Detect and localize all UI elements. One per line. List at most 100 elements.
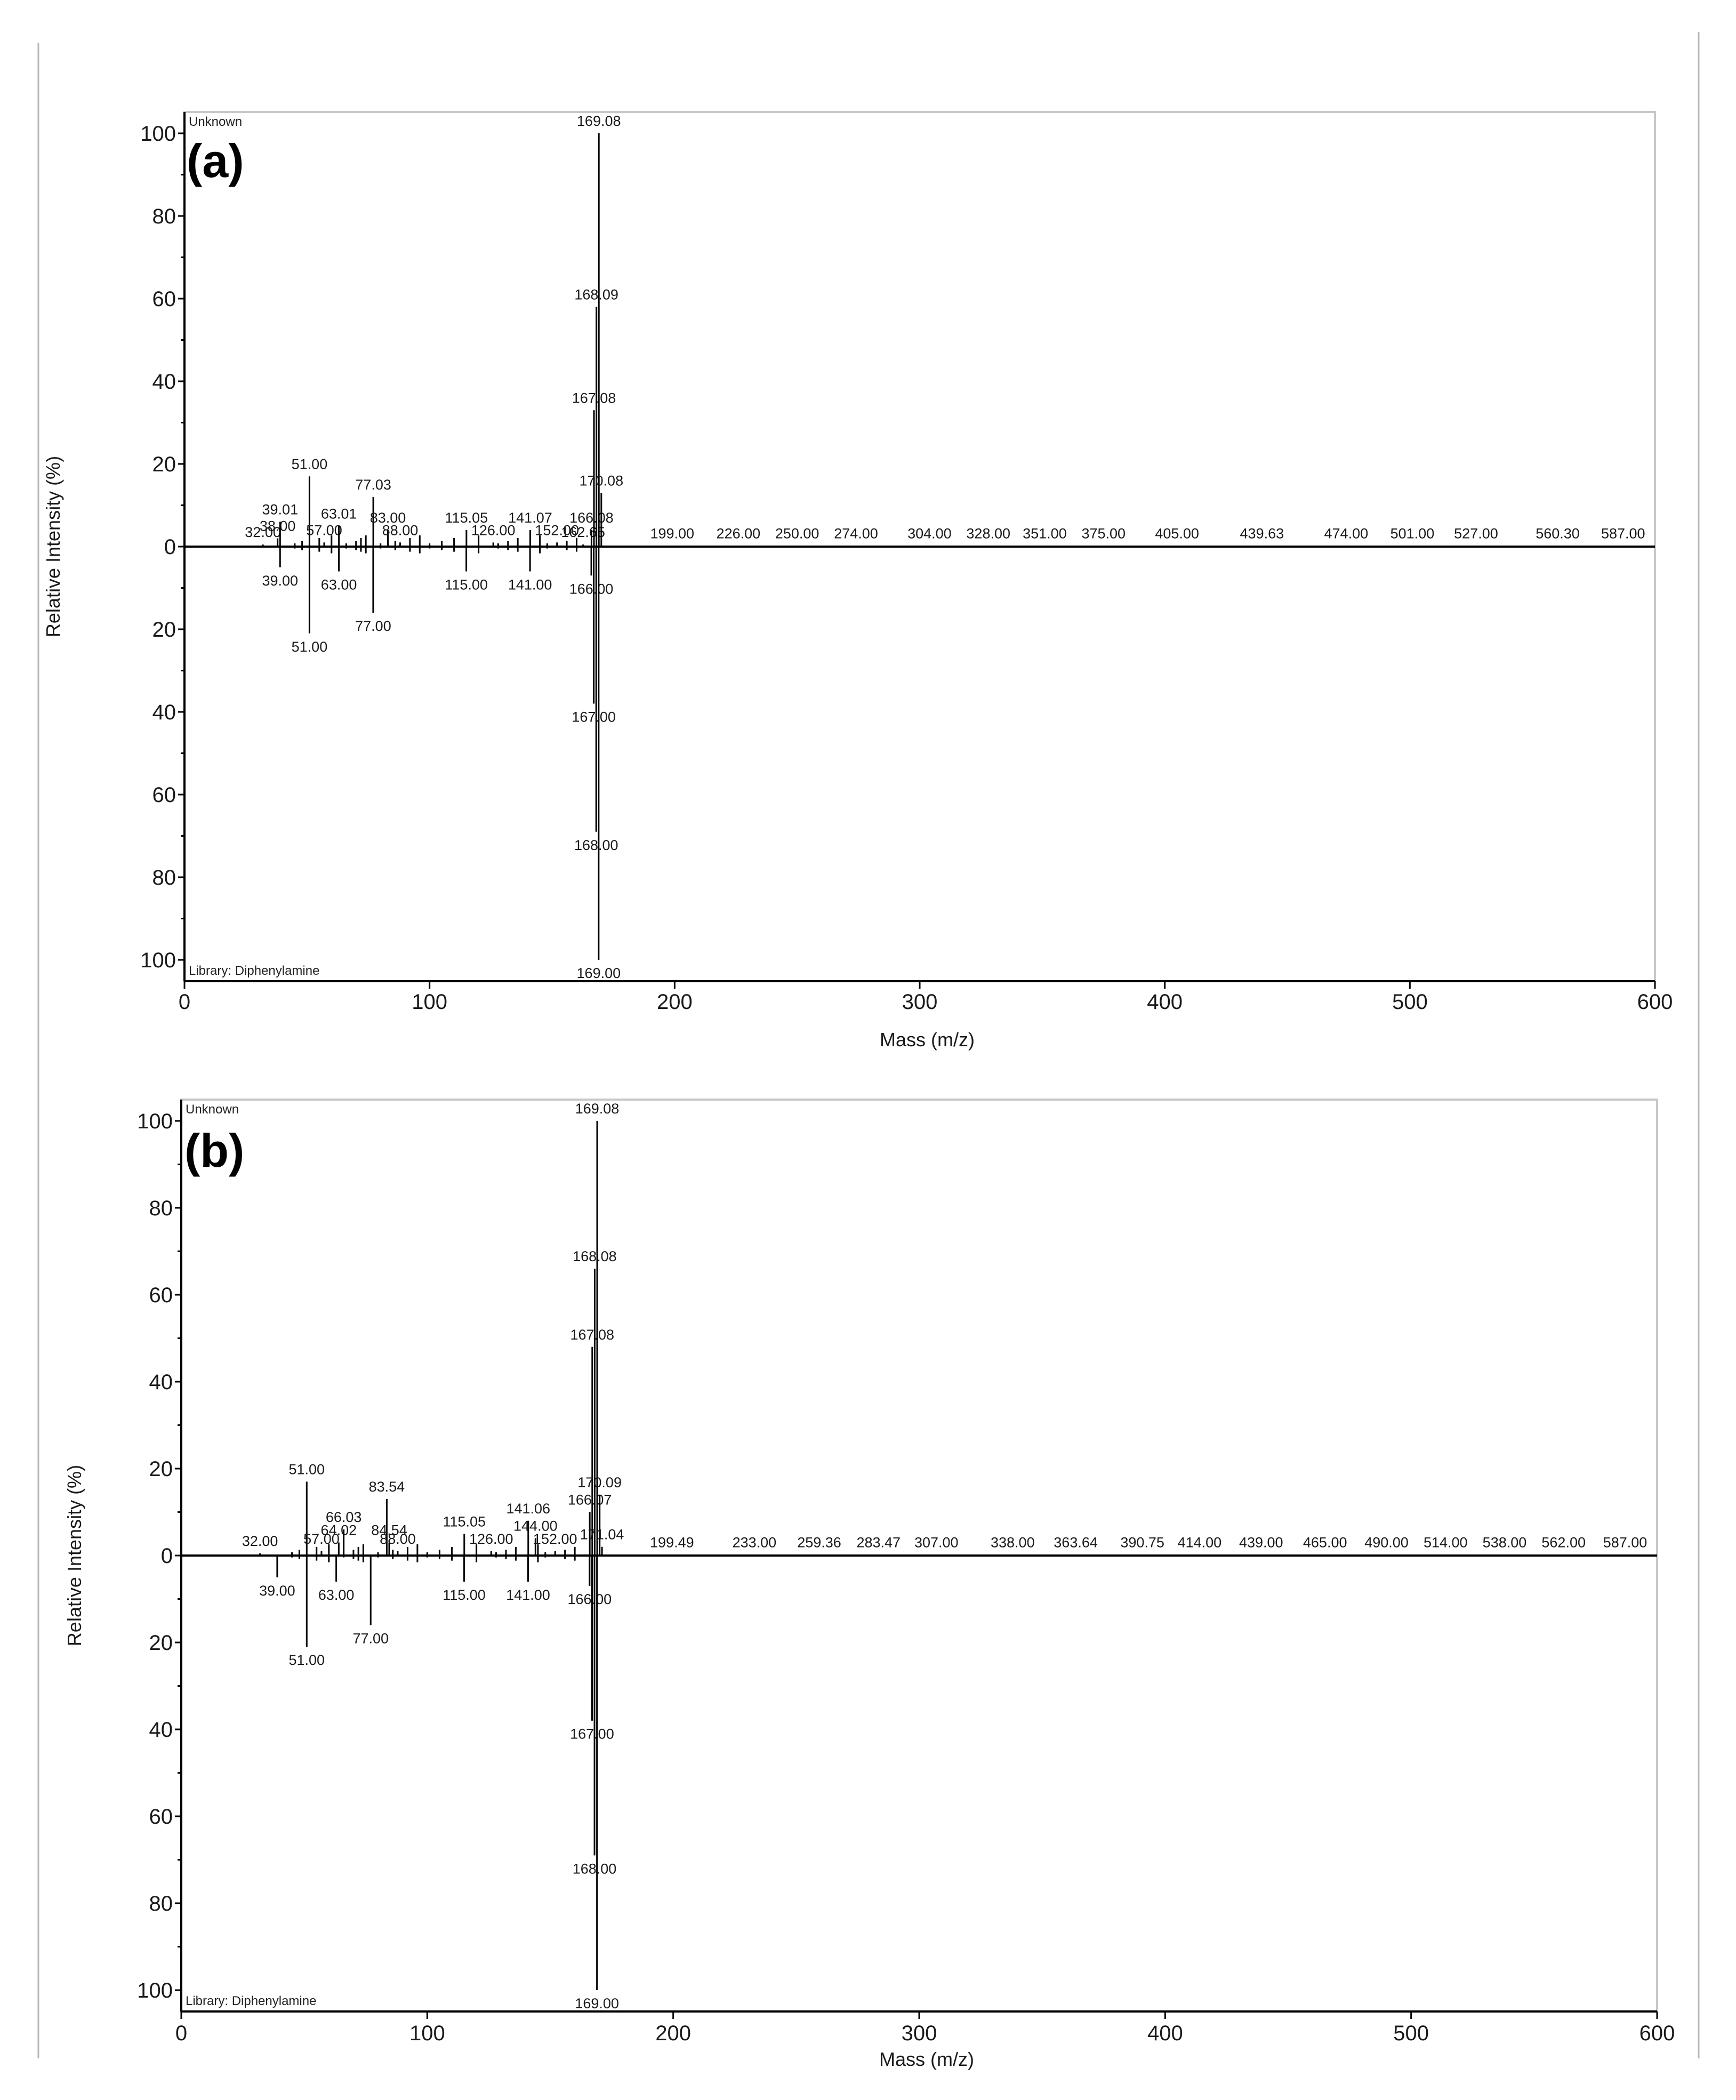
- y-tick-label: 100: [140, 949, 176, 972]
- peak-label: 170.09: [577, 1474, 622, 1490]
- x-tick-label: 200: [657, 990, 693, 1014]
- peak-label: 474.00: [1324, 525, 1369, 541]
- peak-label: 199.49: [650, 1534, 694, 1550]
- peak-label: 88.00: [382, 522, 419, 538]
- y-tick-label: 40: [152, 701, 176, 724]
- y-tick-label: 80: [149, 1197, 173, 1220]
- peak-label: 538.00: [1483, 1534, 1527, 1550]
- peak-label: 115.00: [445, 577, 488, 593]
- peak-label: 77.03: [355, 477, 391, 493]
- peak-label: 405.00: [1155, 525, 1199, 541]
- peak-label: 115.05: [443, 1513, 486, 1529]
- y-tick-label: 60: [152, 783, 176, 807]
- peak-label: 63.00: [321, 577, 357, 593]
- peak-label: 168.08: [573, 1248, 617, 1264]
- x-tick-label: 400: [1147, 2022, 1183, 2045]
- peak-label: 141.00: [506, 1587, 550, 1603]
- x-tick-label: 100: [412, 990, 447, 1014]
- peak-label: 32.00: [245, 524, 281, 540]
- peak-label: 126.00: [469, 1531, 513, 1547]
- peak-label: 39.00: [262, 573, 298, 589]
- peak-label: 51.00: [292, 456, 328, 472]
- y-tick-label: 60: [149, 1805, 173, 1829]
- peak-label: 375.00: [1081, 525, 1126, 541]
- peak-label: 166.08: [569, 510, 614, 526]
- y-tick-label: 60: [152, 287, 176, 311]
- x-tick-label: 200: [655, 2022, 691, 2045]
- y-tick-label: 80: [149, 1892, 173, 1915]
- peak-label: 168.09: [574, 287, 618, 303]
- peak-label: 514.00: [1424, 1534, 1468, 1550]
- peak-label: 141.00: [508, 577, 552, 593]
- y-axis-title: Relative Intensity (%): [63, 1465, 85, 1646]
- peak-label: 57.00: [303, 1531, 340, 1547]
- peak-label: 115.05: [445, 510, 488, 526]
- peak-label: 274.00: [834, 525, 878, 541]
- peak-label: 167.08: [570, 1327, 614, 1343]
- peak-label: 307.00: [914, 1534, 959, 1550]
- x-tick-label: 600: [1637, 990, 1673, 1014]
- x-tick-label: 0: [175, 2022, 187, 2045]
- y-tick-label: 100: [137, 1979, 173, 2002]
- peak-label: 587.00: [1603, 1534, 1647, 1550]
- unknown-label: Unknown: [186, 1102, 239, 1117]
- peak-label: 587.00: [1601, 525, 1645, 541]
- peak-label: 168.00: [573, 1861, 617, 1877]
- peak-label: 166.07: [568, 1492, 612, 1508]
- peak-label: 167.00: [570, 1726, 614, 1742]
- peak-label: 39.01: [262, 502, 299, 518]
- peak-label: 304.00: [907, 525, 952, 541]
- peak-label: 63.00: [318, 1587, 355, 1603]
- peak-label: 560.30: [1536, 525, 1580, 541]
- peak-label: 562.00: [1541, 1534, 1586, 1550]
- library-label: Library: Diphenylamine: [186, 1994, 316, 2008]
- peak-label: 169.00: [575, 1995, 619, 2011]
- peak-label: 167.00: [572, 709, 616, 725]
- y-tick-label: 40: [152, 370, 176, 394]
- peak-label: 501.00: [1391, 525, 1435, 541]
- peak-label: 66.03: [326, 1509, 362, 1525]
- peak-label: 51.00: [292, 639, 328, 655]
- peak-label: 144.00: [513, 1518, 558, 1534]
- peak-label: 233.00: [733, 1534, 777, 1550]
- peak-label: 152.00: [533, 1531, 577, 1547]
- peak-label: 51.00: [288, 1652, 325, 1668]
- panel-label: (a): [187, 134, 244, 187]
- peak-label: 39.00: [259, 1583, 295, 1599]
- peak-label: 141.07: [508, 510, 552, 526]
- peak-label: 167.08: [572, 390, 616, 406]
- peak-label: 363.64: [1054, 1534, 1098, 1550]
- x-tick-label: 400: [1147, 990, 1183, 1014]
- y-tick-label: 20: [152, 453, 176, 476]
- peak-label: 169.08: [577, 113, 621, 129]
- peak-label: 439.00: [1239, 1534, 1283, 1550]
- peak-label: 439.63: [1240, 525, 1284, 541]
- peak-label: 338.00: [991, 1534, 1035, 1550]
- y-tick-label: 0: [164, 535, 176, 559]
- peak-label: 57.00: [306, 522, 342, 538]
- peak-label: 88.00: [380, 1531, 416, 1547]
- peak-label: 259.36: [797, 1534, 841, 1550]
- peak-label: 169.08: [575, 1101, 620, 1117]
- x-axis-title: Mass (m/z): [879, 2048, 974, 2070]
- y-axis-title: Relative Intensity (%): [42, 456, 64, 637]
- peak-label: 51.00: [288, 1461, 325, 1477]
- x-tick-label: 300: [902, 2022, 937, 2045]
- y-tick-label: 100: [140, 122, 176, 146]
- x-axis-title: Mass (m/z): [880, 1029, 975, 1051]
- peak-label: 226.00: [717, 525, 761, 541]
- peak-label: 83.00: [370, 510, 406, 526]
- peak-label: 32.00: [242, 1533, 278, 1549]
- panel-label: (b): [184, 1124, 244, 1177]
- peak-label: 64.02: [321, 1522, 357, 1538]
- x-tick-label: 600: [1639, 2022, 1675, 2045]
- peak-label: 283.47: [856, 1534, 901, 1550]
- peak-label: 115.00: [443, 1587, 486, 1603]
- y-tick-label: 40: [149, 1370, 173, 1394]
- x-tick-label: 500: [1392, 990, 1428, 1014]
- peak-label: 171.04: [580, 1527, 624, 1543]
- peak-label: 250.00: [775, 525, 819, 541]
